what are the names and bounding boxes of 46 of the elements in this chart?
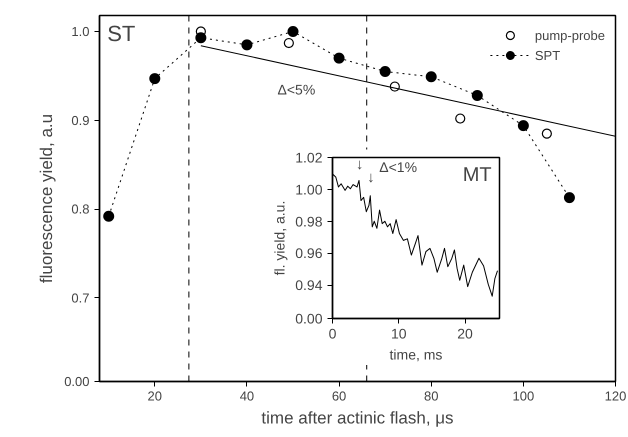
y-tick-label: 0.96: [295, 245, 323, 262]
point: [472, 90, 483, 101]
point: [241, 39, 252, 50]
x-tick-label: 120: [604, 388, 626, 404]
y-tick-label: 1.0: [71, 24, 90, 39]
point: [149, 73, 160, 84]
x-tick-label: 0: [328, 326, 337, 342]
y-axis-title: fluorescence yield, a.u: [37, 114, 56, 284]
point: [518, 120, 529, 132]
annotation: ↓: [367, 169, 375, 186]
y-tick-label: 0.94: [295, 277, 323, 294]
point: [103, 210, 114, 222]
legend-label: pump-probe: [534, 28, 605, 42]
y-tick-label: 0.8: [71, 202, 90, 217]
y-tick-label: 0.9: [71, 112, 90, 128]
x-tick-label: 100: [512, 388, 534, 404]
legend-label: SPT: [534, 48, 560, 62]
y-tick-label: 1.00: [295, 181, 323, 198]
x-tick-label: 60: [332, 388, 346, 404]
x-tick-label: 80: [424, 388, 438, 404]
annotation: ST: [107, 20, 136, 46]
point: [284, 38, 294, 48]
annotation: 0.00: [295, 310, 323, 326]
point: [455, 113, 466, 124]
y-tick-label: 0.7: [71, 290, 90, 306]
x-tick-label: 20: [148, 388, 162, 404]
point: [542, 128, 552, 139]
y-tick-label: 1.02: [295, 150, 323, 166]
annotation: Δ<1%: [379, 159, 418, 176]
x-axis-title: time, ms: [390, 346, 442, 362]
y-tick-label: 0.98: [295, 213, 323, 230]
annotation: Δ<5%: [278, 81, 316, 98]
point: [195, 32, 206, 44]
x-axis-title: time after actinic flash, μs: [261, 408, 454, 428]
point: [288, 26, 298, 37]
point: [380, 66, 391, 77]
y-axis-title: fl. yield, a.u.: [271, 200, 288, 276]
x-tick-label: 10: [390, 326, 407, 342]
annotation: MT: [462, 164, 492, 186]
x-tick-label: 20: [457, 326, 474, 342]
point: [334, 52, 345, 64]
point: [426, 71, 437, 82]
x-tick-label: 40: [240, 388, 254, 404]
annotation: ↓: [356, 156, 364, 174]
point: [564, 192, 575, 204]
text: 0.00: [64, 374, 90, 389]
